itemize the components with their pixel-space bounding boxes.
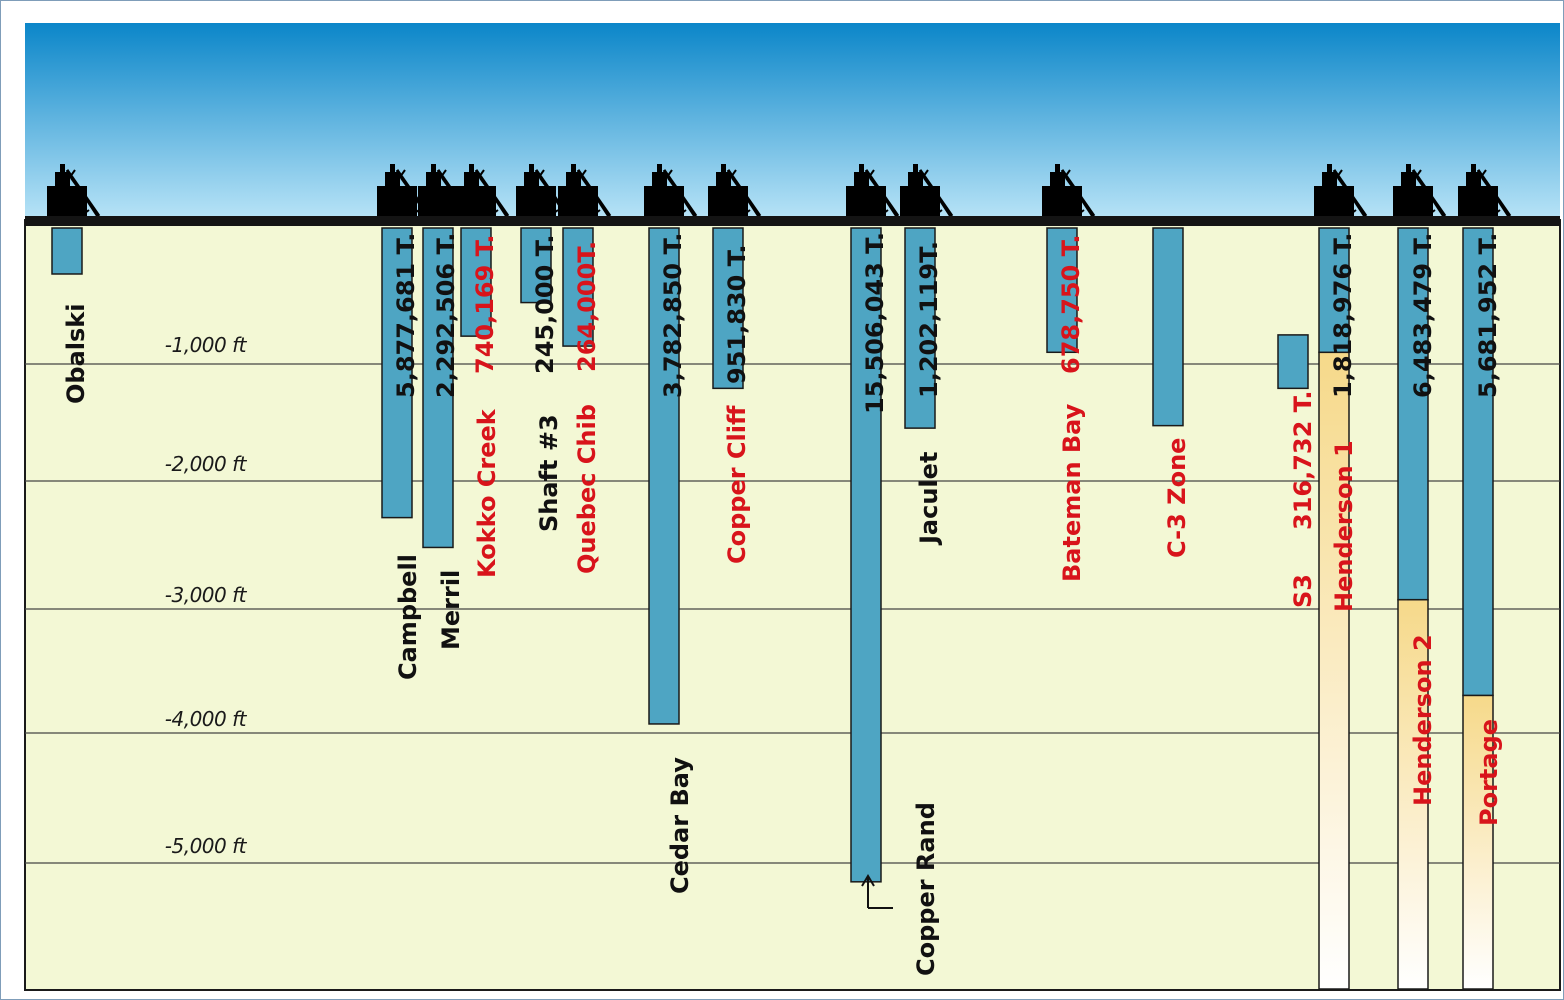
henderson-2-projected-shaft [1397,598,1429,990]
merril-tonnage: 2,292,506 T. [432,233,460,398]
quebec-chib-tonnage: 264,000T. [573,241,601,372]
henderson-1-tonnage: 1,818,976 T. [1329,233,1357,398]
jaculet-name: Jaculet [915,452,943,546]
depth-label: -2,000 ft [165,452,248,476]
depth-axis-labels: -1,000 ft -2,000 ft -3,000 ft -4,000 ft -5,0… [165,333,248,858]
obalski-name: Obalski [62,304,90,404]
campbell-tonnage: 5,877,681 T. [392,233,420,398]
depth-label: -5,000 ft [165,834,248,858]
ground-surface-line [25,216,1560,226]
s3-tonnage: 316,732 T. [1289,390,1317,530]
copper-rand-name: Copper Rand [912,802,940,976]
c-3-zone-name: C-3 Zone [1163,438,1191,558]
copper-rand-tonnage: 15,506,043 T. [861,232,889,414]
copper-cliff-shaft [712,227,744,390]
kokko-creek-name: Kokko Creek [473,408,501,578]
s3-shaft [1277,334,1309,390]
henderson-2-shaft [1397,227,1429,601]
copper-cliff-name: Copper Cliff [723,405,751,564]
merril-shaft [422,227,454,549]
copper-rand-pointer-arrow [861,874,893,909]
sky [25,23,1560,220]
cedar-bay-name: Cedar Bay [666,757,694,894]
mine-labels: Obalski 5,877,681 T. Campbell 2,292,506 T. M… [62,232,1503,976]
kokko-creek-tonnage: 740,169 T. [471,234,499,374]
henderson-2-tonnage: 6,483,479 T. [1409,233,1437,398]
bateman-bay-tonnage: 678,750 T. [1057,234,1085,374]
henderson-2-name: Henderson 2 [1409,634,1437,806]
cedar-bay-shaft [648,227,680,725]
copper-cliff-tonnage: 951,830 T. [723,244,751,384]
c-3-zone-shaft [1152,227,1184,427]
shaft-3-tonnage: 245,000 T. [531,234,559,374]
depth-label: -4,000 ft [165,707,248,731]
copper-rand-shaft [850,227,882,883]
obalski-shaft [51,227,83,275]
merril-name: Merril [437,570,465,650]
quebec-chib-shaft [562,227,594,347]
cedar-bay-tonnage: 3,782,850 T. [659,233,687,398]
bateman-bay-name: Bateman Bay [1058,403,1086,582]
depth-gridlines [25,363,1560,864]
mine-shafts [51,227,1494,990]
portage-shaft [1462,227,1494,697]
s3-name: S3 [1289,574,1317,608]
shaft-3-shaft [520,227,552,304]
depth-label: -3,000 ft [165,583,248,607]
jaculet-tonnage: 1,202,119T. [915,241,943,398]
portage-name: Portage [1475,719,1503,826]
jaculet-shaft [904,227,936,429]
kokko-creek-shaft [460,227,492,337]
henderson-1-shaft [1318,227,1350,354]
portage-projected-shaft [1462,694,1494,990]
portage-tonnage: 5,681,952 T. [1474,233,1502,398]
depth-label: -1,000 ft [165,333,248,357]
quebec-chib-name: Quebec Chib [573,404,601,574]
bateman-bay-shaft [1046,227,1078,354]
shaft-3-name: Shaft #3 [535,414,563,532]
campbell-shaft [381,227,413,519]
campbell-name: Campbell [394,554,422,680]
henderson-1-name: Henderson 1 [1330,440,1358,612]
